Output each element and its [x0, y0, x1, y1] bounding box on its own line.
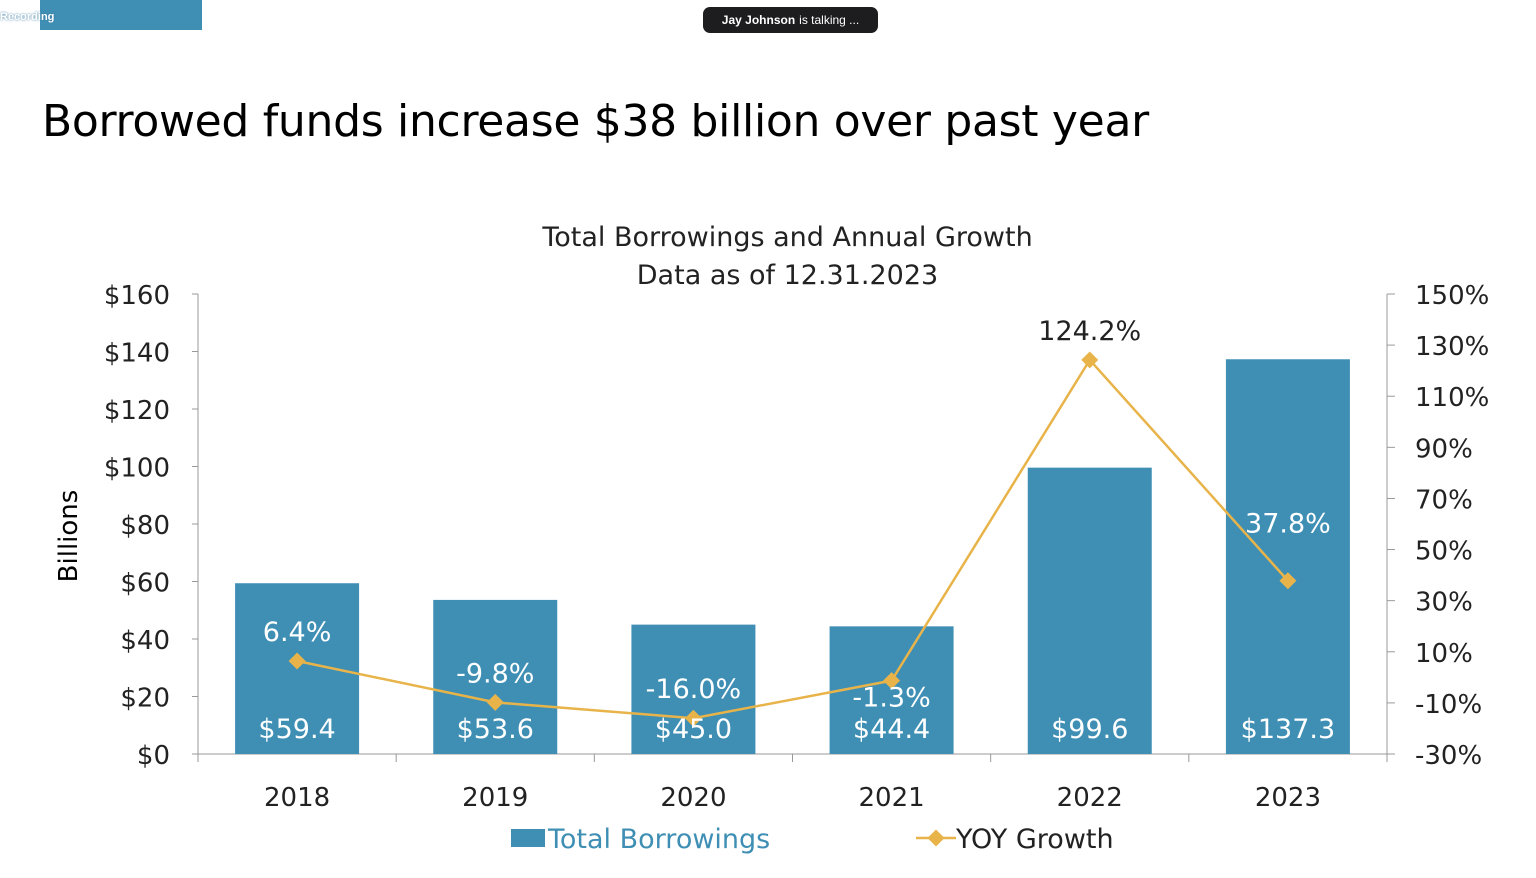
bar	[433, 599, 558, 754]
growth-value-label: -16.0%	[646, 674, 742, 705]
left-tick-label: $120	[104, 396, 170, 426]
right-tick-label: 130%	[1415, 332, 1489, 362]
left-tick-label: $160	[104, 281, 170, 311]
bar	[829, 626, 954, 754]
yoy-growth-marker	[288, 652, 306, 670]
growth-value-label: -1.3%	[852, 683, 930, 714]
right-tick-label: 70%	[1415, 485, 1473, 515]
left-tick-label: $0	[137, 741, 170, 771]
left-tick-label: $80	[120, 511, 170, 541]
yoy-growth-line	[296, 357, 1289, 720]
growth-value-label: -9.8%	[456, 658, 534, 689]
bar-value-label: $53.6	[457, 714, 534, 745]
bar-value-label: $44.4	[853, 714, 930, 745]
right-tick-label: 150%	[1415, 281, 1489, 311]
speaker-indicator: Jay Johnson is talking ...	[703, 7, 878, 33]
bar-value-label: $59.4	[258, 714, 335, 745]
growth-value-label: 124.2%	[1038, 316, 1141, 347]
speaker-status: is talking ...	[799, 13, 860, 27]
right-tick-label: 30%	[1415, 588, 1473, 618]
right-tick-label: 10%	[1415, 639, 1473, 669]
x-tick-label: 2023	[1255, 783, 1321, 813]
bar	[1225, 359, 1350, 754]
x-tick-label: 2022	[1057, 783, 1123, 813]
recording-label: Recording	[0, 11, 55, 23]
legend-line-label: YOY Growth	[955, 824, 1114, 855]
left-tick-label: $100	[104, 454, 170, 484]
slide-title: Borrowed funds increase $38 billion over…	[42, 96, 1149, 147]
x-tick-label: 2020	[660, 783, 726, 813]
legend-bar-swatch	[511, 829, 545, 847]
speaker-name: Jay Johnson	[721, 13, 796, 27]
left-tick-label: $20	[120, 684, 170, 714]
right-tick-label: -30%	[1415, 741, 1482, 771]
growth-value-label: 6.4%	[263, 617, 332, 648]
right-tick-label: 90%	[1415, 434, 1473, 464]
legend-bar-label: Total Borrowings	[547, 824, 770, 855]
right-tick-label: -10%	[1415, 690, 1482, 720]
x-tick-label: 2021	[858, 783, 924, 813]
bar-value-label: $99.6	[1051, 714, 1128, 745]
right-tick-label: 110%	[1415, 383, 1489, 413]
chart-subtitle: Data as of 12.31.2023	[637, 260, 938, 291]
x-tick-label: 2018	[264, 783, 330, 813]
yoy-growth-marker	[883, 672, 901, 690]
bar-value-label: $45.0	[655, 714, 732, 745]
yoy-growth-marker	[684, 709, 702, 727]
bar	[631, 624, 756, 754]
y-axis-label: Billions	[54, 490, 84, 583]
yoy-growth-marker	[1279, 572, 1297, 590]
left-tick-label: $60	[120, 569, 170, 599]
bar-value-label: $137.3	[1241, 714, 1335, 745]
legend-line-marker	[927, 829, 945, 847]
right-tick-label: 50%	[1415, 537, 1473, 567]
growth-value-label: 37.8%	[1245, 509, 1331, 540]
left-tick-label: $140	[104, 339, 170, 369]
chart-title: Total Borrowings and Annual Growth	[541, 222, 1032, 253]
recording-indicator: Recording	[0, 0, 202, 30]
bar	[1027, 467, 1152, 754]
left-tick-label: $40	[120, 626, 170, 656]
x-tick-label: 2019	[462, 783, 528, 813]
recording-bar	[40, 0, 202, 30]
yoy-growth-marker	[486, 693, 504, 711]
